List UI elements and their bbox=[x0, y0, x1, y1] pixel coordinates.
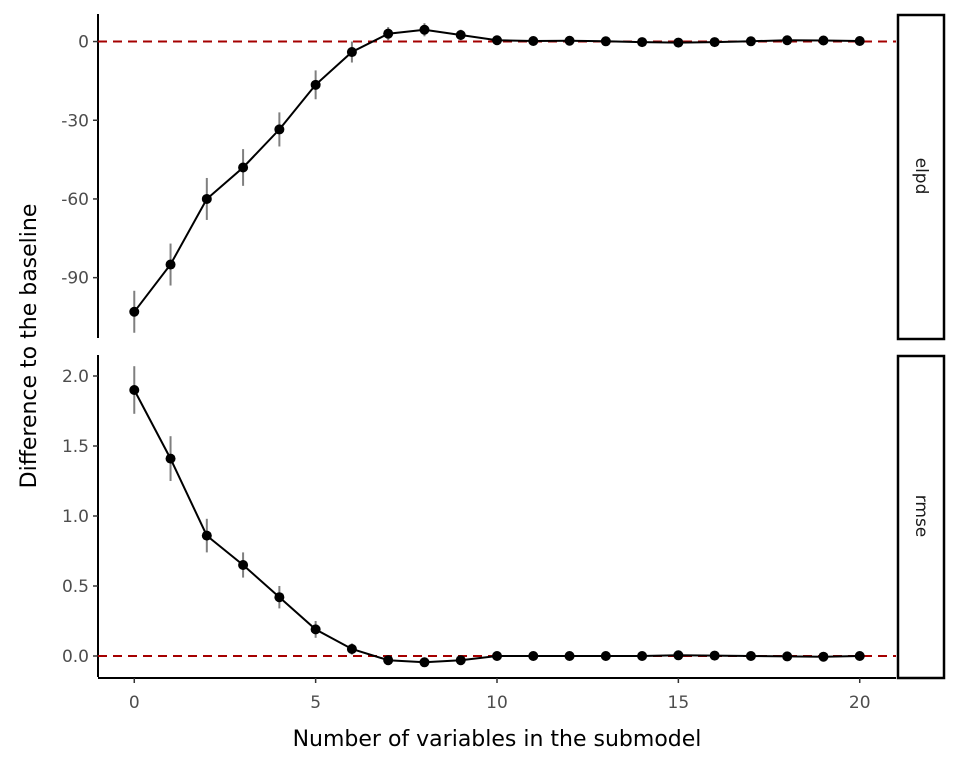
data-point bbox=[419, 24, 430, 35]
panel-elpd: 0 -30 -60 -90 elpd bbox=[61, 13, 946, 341]
data-point bbox=[673, 37, 684, 48]
y-tick-label: 1.0 bbox=[62, 507, 89, 527]
facet-strip bbox=[896, 13, 946, 341]
data-point bbox=[673, 650, 684, 661]
data-point bbox=[854, 36, 865, 47]
facet-strip-label: rmse bbox=[911, 495, 931, 538]
data-point bbox=[492, 35, 502, 46]
data-point bbox=[419, 657, 430, 668]
data-point bbox=[782, 651, 793, 662]
y-tick-label: 2.0 bbox=[62, 367, 89, 387]
x-tick-label: 20 bbox=[849, 693, 871, 713]
x-axis: 0 5 10 15 20 bbox=[98, 677, 896, 713]
data-point bbox=[818, 35, 829, 46]
y-tick-label: 0.0 bbox=[62, 647, 89, 667]
data-point bbox=[854, 651, 865, 661]
data-point bbox=[165, 259, 176, 270]
x-tick-label: 10 bbox=[486, 693, 508, 713]
facet-strip-label: elpd bbox=[911, 158, 931, 195]
data-point bbox=[709, 650, 720, 661]
series-line-rmse bbox=[133, 389, 860, 664]
data-point bbox=[238, 162, 249, 173]
x-tick-label: 5 bbox=[310, 693, 321, 713]
data-point bbox=[564, 651, 575, 661]
data-point bbox=[274, 124, 285, 135]
data-point bbox=[600, 36, 611, 47]
data-point bbox=[528, 36, 539, 47]
data-point bbox=[745, 36, 756, 47]
data-point bbox=[709, 37, 720, 48]
data-point bbox=[238, 560, 249, 570]
data-point bbox=[455, 29, 466, 40]
x-axis-title: Number of variables in the submodel bbox=[293, 727, 702, 752]
data-point bbox=[818, 651, 829, 662]
data-point bbox=[165, 453, 176, 464]
data-point bbox=[346, 644, 357, 654]
data-point bbox=[455, 655, 466, 666]
data-point bbox=[129, 306, 140, 317]
data-point bbox=[274, 592, 285, 603]
y-tick-label: -30 bbox=[61, 111, 89, 131]
facet-strip bbox=[896, 354, 946, 680]
chart-panels: 0 -30 -60 -90 elpd 0.0 0.5 1.0 1.5 2.0 rmse bbox=[61, 13, 946, 680]
data-point bbox=[383, 28, 394, 39]
data-point bbox=[745, 651, 756, 661]
data-point bbox=[129, 385, 140, 395]
data-point bbox=[310, 79, 321, 90]
data-point bbox=[201, 193, 212, 204]
y-tick-label: 0 bbox=[78, 33, 89, 53]
y-axis-title: Difference to the baseline bbox=[17, 204, 42, 489]
y-tick-label: -90 bbox=[61, 269, 89, 289]
x-tick-label: 0 bbox=[129, 693, 140, 713]
data-point bbox=[201, 530, 212, 541]
y-tick-label: 0.5 bbox=[62, 577, 89, 597]
data-point bbox=[346, 47, 357, 58]
y-tick-label: 1.5 bbox=[62, 437, 89, 457]
data-point bbox=[564, 35, 575, 46]
x-tick-label: 15 bbox=[668, 693, 690, 713]
data-point bbox=[637, 37, 648, 48]
data-point bbox=[637, 651, 648, 661]
data-point bbox=[310, 624, 321, 635]
data-point bbox=[492, 651, 502, 661]
panel-rmse: 0.0 0.5 1.0 1.5 2.0 rmse bbox=[62, 354, 946, 680]
data-point bbox=[782, 35, 793, 46]
y-tick-label: -60 bbox=[61, 190, 89, 210]
data-point bbox=[528, 651, 539, 661]
data-point bbox=[600, 651, 611, 661]
data-point bbox=[383, 655, 394, 666]
